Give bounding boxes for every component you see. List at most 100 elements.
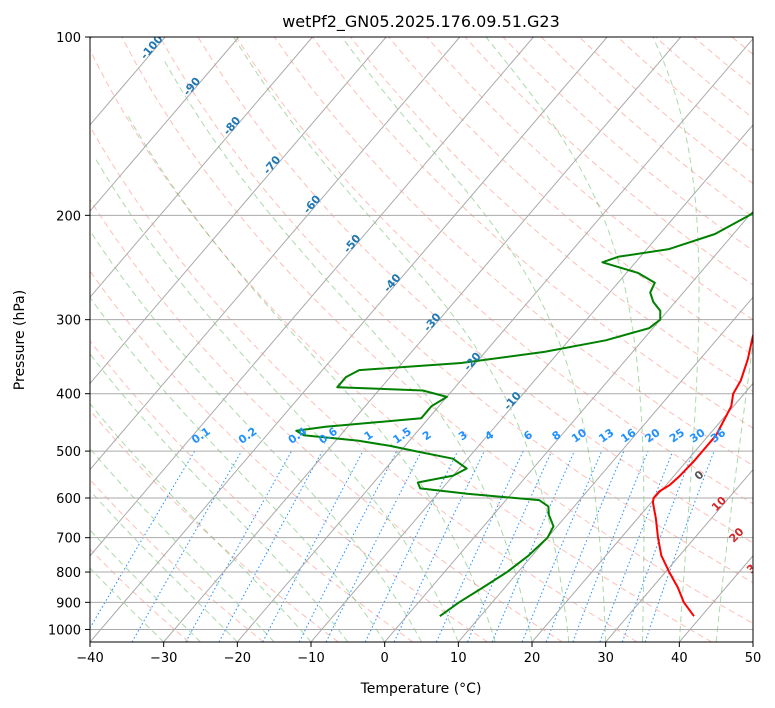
dry-adiabat	[388, 37, 753, 356]
y-tick-label: 900	[56, 596, 81, 611]
dry-adiabat	[90, 548, 190, 642]
isotherm-label: -30	[421, 310, 444, 334]
y-tick-label: 800	[56, 566, 81, 581]
y-tick-label: 1000	[48, 623, 81, 638]
x-tick-label: 50	[745, 651, 762, 666]
isotherm-gridline	[90, 37, 313, 299]
isotherm-gridline	[163, 37, 682, 642]
x-tick-label: 10	[450, 651, 467, 666]
dry-adiabat	[655, 37, 753, 119]
isotherm-label: -10	[501, 389, 524, 413]
mixing-ratio-label: 6	[521, 428, 535, 443]
dry-adiabat	[235, 37, 753, 505]
moist-adiabat	[341, 37, 607, 642]
moist-adiabat	[90, 529, 201, 642]
mixing-ratio-label: 0.1	[189, 425, 212, 447]
isotherm-label: -50	[341, 232, 364, 256]
dry-adiabat	[121, 37, 753, 624]
x-tick-label: 30	[597, 651, 614, 666]
isotherm-label: -20	[461, 350, 484, 374]
dry-adiabat	[312, 37, 753, 429]
moist-adiabat	[90, 567, 165, 642]
mixing-ratio-label: 25	[667, 426, 687, 445]
mixing-ratio-label: 20	[642, 426, 662, 446]
dry-adiabat	[90, 125, 638, 642]
y-axis-title: Pressure (hPa)	[12, 290, 28, 390]
dry-adiabat	[90, 270, 488, 642]
isotherm-gridline	[90, 37, 461, 471]
mixing-ratio-label: 2	[420, 428, 434, 443]
y-tick-label: 700	[56, 532, 81, 547]
moist-adiabat	[90, 296, 386, 642]
isotherm-label: -80	[221, 114, 244, 138]
moist-adiabat	[90, 353, 349, 642]
y-tick-label: 200	[56, 209, 81, 224]
dry-adiabat	[350, 37, 753, 392]
moist-adiabat	[233, 37, 570, 642]
theta-e-label: 30	[744, 556, 764, 576]
mixing-ratio-line	[491, 450, 575, 642]
isotherm-gridline	[90, 37, 534, 557]
moist-adiabat	[126, 113, 496, 642]
dry-adiabat	[540, 37, 753, 218]
isotherm-label: -60	[301, 192, 324, 216]
isotherm-gridline	[236, 37, 753, 642]
theta-e-label: 40	[765, 584, 775, 604]
isotherm-label: -40	[381, 271, 404, 295]
x-tick-label: 40	[671, 651, 688, 666]
moist-adiabat	[715, 338, 753, 642]
dry-adiabat	[197, 37, 753, 544]
dry-adiabat	[90, 198, 563, 642]
isotherm-gridline	[457, 296, 753, 642]
isotherm-gridline	[90, 37, 608, 642]
mixing-ratio-label: 30	[687, 426, 707, 446]
dry-adiabat	[770, 37, 775, 642]
mixing-ratio-label: 4	[483, 428, 497, 443]
y-tick-label: 400	[56, 388, 81, 403]
dry-adiabat	[273, 37, 753, 467]
moist-adiabat	[90, 489, 238, 642]
isotherm-gridline	[90, 37, 387, 385]
isotherm-label: -70	[261, 153, 284, 177]
isotherm-gridline	[531, 382, 753, 642]
isotherm-gridline	[384, 210, 753, 642]
dry-adiabat	[90, 478, 264, 642]
mixing-ratio-label: 10	[569, 426, 589, 446]
mixing-ratio-line	[621, 450, 694, 642]
mixing-ratio-line	[572, 450, 649, 642]
moist-adiabat	[164, 61, 533, 642]
mixing-ratio-label: 0.4	[286, 425, 310, 447]
x-tick-label: 20	[524, 651, 541, 666]
mixing-ratio-line	[644, 450, 715, 642]
x-axis-title: Temperature (°C)	[360, 681, 482, 697]
mixing-ratio-label: 1.5	[391, 425, 414, 447]
x-tick-label: 0	[381, 651, 389, 666]
mixing-ratio-line	[393, 450, 485, 642]
mixing-ratio-line	[325, 450, 422, 642]
isotherm-gridline	[605, 468, 753, 642]
mixing-ratio-line	[218, 450, 323, 642]
isotherm-gridline	[90, 37, 240, 212]
dry-adiabat	[90, 48, 712, 642]
y-tick-label: 500	[56, 445, 81, 460]
mixing-ratio-line	[521, 450, 603, 642]
isotherm-gridline	[752, 641, 753, 642]
mixing-ratio-line	[131, 450, 243, 642]
theta-e-label: 10	[709, 494, 729, 514]
y-tick-label: 300	[56, 314, 81, 329]
plot-frame	[89, 36, 754, 643]
mixing-ratio-line	[185, 450, 292, 642]
mixing-ratio-line	[599, 450, 674, 642]
isotherm-gridline	[310, 124, 753, 642]
x-tick-label: −10	[297, 651, 324, 666]
dry-adiabat	[693, 37, 753, 87]
chart-title: wetPf2_GN05.2025.176.09.51.G23	[282, 12, 560, 32]
x-tick-label: −30	[150, 651, 177, 666]
mixing-ratio-label: 13	[596, 426, 616, 445]
x-tick-label: −20	[224, 651, 251, 666]
y-tick-label: 100	[56, 31, 81, 46]
mixing-ratio-line	[90, 450, 196, 629]
dry-adiabat	[90, 409, 339, 642]
theta-e-label: 20	[727, 525, 747, 545]
